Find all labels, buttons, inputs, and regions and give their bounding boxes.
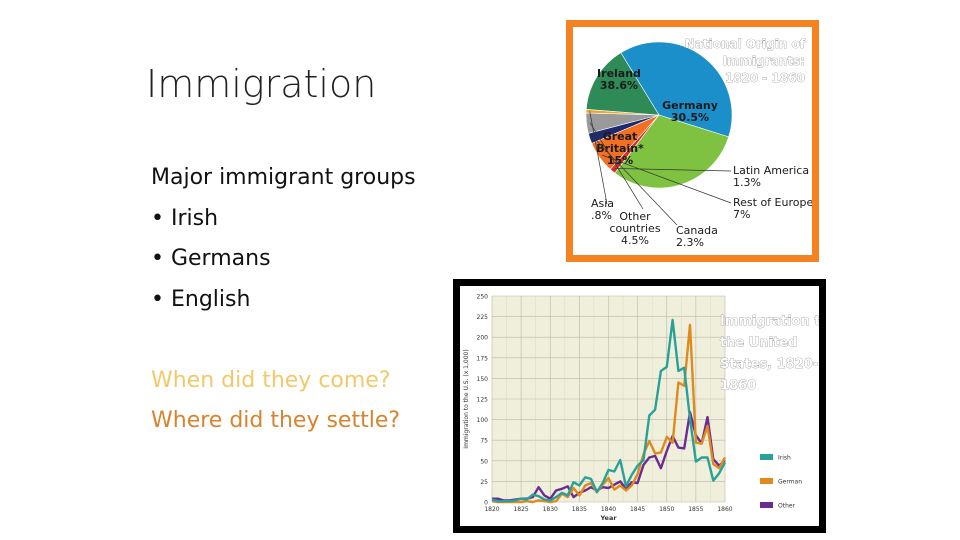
bullet-irish: • Irish: [151, 205, 219, 231]
legend-swatch-german: [760, 478, 773, 484]
pie-label-text: 2.3%: [676, 236, 704, 249]
pie-title-line: Immigrants:: [723, 54, 805, 68]
pie-leader-line: [602, 154, 732, 204]
pie-slice-ireland: [620, 41, 733, 138]
bullet-spacer: [151, 320, 416, 361]
pie-label-text: 4.5%: [621, 234, 649, 247]
x-tick-label: 1835: [572, 506, 587, 513]
line-chart-frame: 0 25 50 75 100 125 150 175 200 225 250 1820 1825 1830…: [453, 279, 830, 533]
y-tick-label: 250: [477, 294, 489, 301]
pie-label-6: Asia.8%: [591, 197, 614, 222]
pie-leader-line: [589, 111, 608, 205]
pie-chart-panel: Ireland 38.6% Germany 30.5% Latin America 1.3…: [573, 27, 813, 255]
pie-label-text: Latin America: [733, 164, 809, 177]
y-tick-label: 50: [480, 458, 488, 465]
x-tick-label: 1850: [659, 506, 674, 513]
x-tick-label: 1860: [717, 506, 732, 513]
y-tick-label: 225: [477, 314, 489, 321]
pie-label-text: Other: [619, 210, 651, 223]
y-tick-label: 175: [477, 355, 489, 362]
line-chart-title-line: States, 1820-: [720, 357, 818, 372]
pie-title: National Origin of Immigrants: 1820 - 1860: [684, 37, 806, 86]
pie-label-text: Great: [603, 130, 638, 143]
y-tick-label: 125: [477, 397, 489, 404]
pie-chart-frame: Ireland 38.6% Germany 30.5% Latin America 1.3…: [566, 20, 819, 262]
y-tick-label: 100: [477, 417, 489, 424]
bullet-heading: Major immigrant groups: [151, 165, 416, 190]
pie-label-text: 1.3%: [733, 176, 761, 189]
line-chart: 0 25 50 75 100 125 150 175 200 225 250 1820 1825 1830…: [463, 294, 830, 523]
line-chart-title-line: the United: [720, 336, 797, 351]
pie-leader-line: [589, 122, 644, 210]
pie-label-text: Ireland: [597, 67, 641, 80]
x-tick-label: 1855: [688, 506, 703, 513]
pie-label-text: Rest of Europe: [733, 196, 812, 209]
pie-label-text: .8%: [591, 209, 612, 222]
y-axis-label: Immigration to the U.S. (x 1,000): [463, 349, 470, 448]
pie-title-line: National Origin of: [685, 37, 806, 51]
y-tick-label: 25: [480, 479, 488, 486]
bullet-germans: • Germans: [151, 246, 271, 271]
pie-label-text: 30.5%: [671, 111, 709, 124]
question-where: Where did they settle?: [151, 408, 401, 433]
y-tick-label: 200: [477, 335, 489, 342]
pie-label-text: Canada: [676, 224, 718, 237]
pie-label-text: Asia: [591, 197, 614, 210]
x-axis-label: Year: [599, 514, 617, 522]
legend-label-irish: Irish: [778, 455, 791, 462]
question-when: When did they come?: [151, 367, 391, 393]
y-tick-label: 0: [484, 500, 488, 507]
x-tick-label: 1845: [630, 506, 645, 513]
pie-label-text: countries: [609, 222, 660, 235]
legend-swatch-irish: [760, 454, 773, 460]
y-tick-label: 150: [477, 376, 489, 383]
bullet-english: • English: [151, 286, 251, 312]
pie-slice-great-britain: [585, 52, 660, 116]
legend-label-other: Other: [778, 503, 796, 510]
pie-label-text: Germany: [662, 99, 718, 112]
series-line-german: [491, 323, 727, 504]
x-tick-label: 1830: [543, 506, 558, 513]
y-tick-label: 75: [480, 438, 488, 445]
pie-title-line: 1820 - 1860: [725, 71, 805, 85]
pie-leader-line: [614, 168, 732, 172]
x-tick-label: 1825: [513, 506, 528, 513]
pie-label-text: 15%: [607, 154, 633, 167]
x-tick-label: 1820: [484, 506, 499, 513]
pie-label-text: 38.6%: [600, 79, 638, 92]
line-chart-title-line: Immigration to: [720, 314, 819, 329]
line-chart-panel: 0 25 50 75 100 125 150 175 200 225 250 1820 1825 1830…: [460, 286, 830, 526]
slide-title: Immigration: [146, 62, 377, 106]
pie-label-text: 7%: [733, 208, 750, 221]
legend-label-german: German: [778, 479, 802, 486]
line-chart-title-line: 1860: [720, 379, 756, 394]
series-line-irish: [491, 318, 727, 503]
x-tick-label: 1840: [601, 506, 616, 513]
pie-leader-line: [593, 137, 678, 226]
bullet-list: Major immigrant groups • Irish • Germans…: [151, 158, 416, 442]
line-chart-title: Immigration to the United States, 1820- 186…: [720, 314, 830, 394]
legend-swatch-other: [760, 502, 773, 508]
